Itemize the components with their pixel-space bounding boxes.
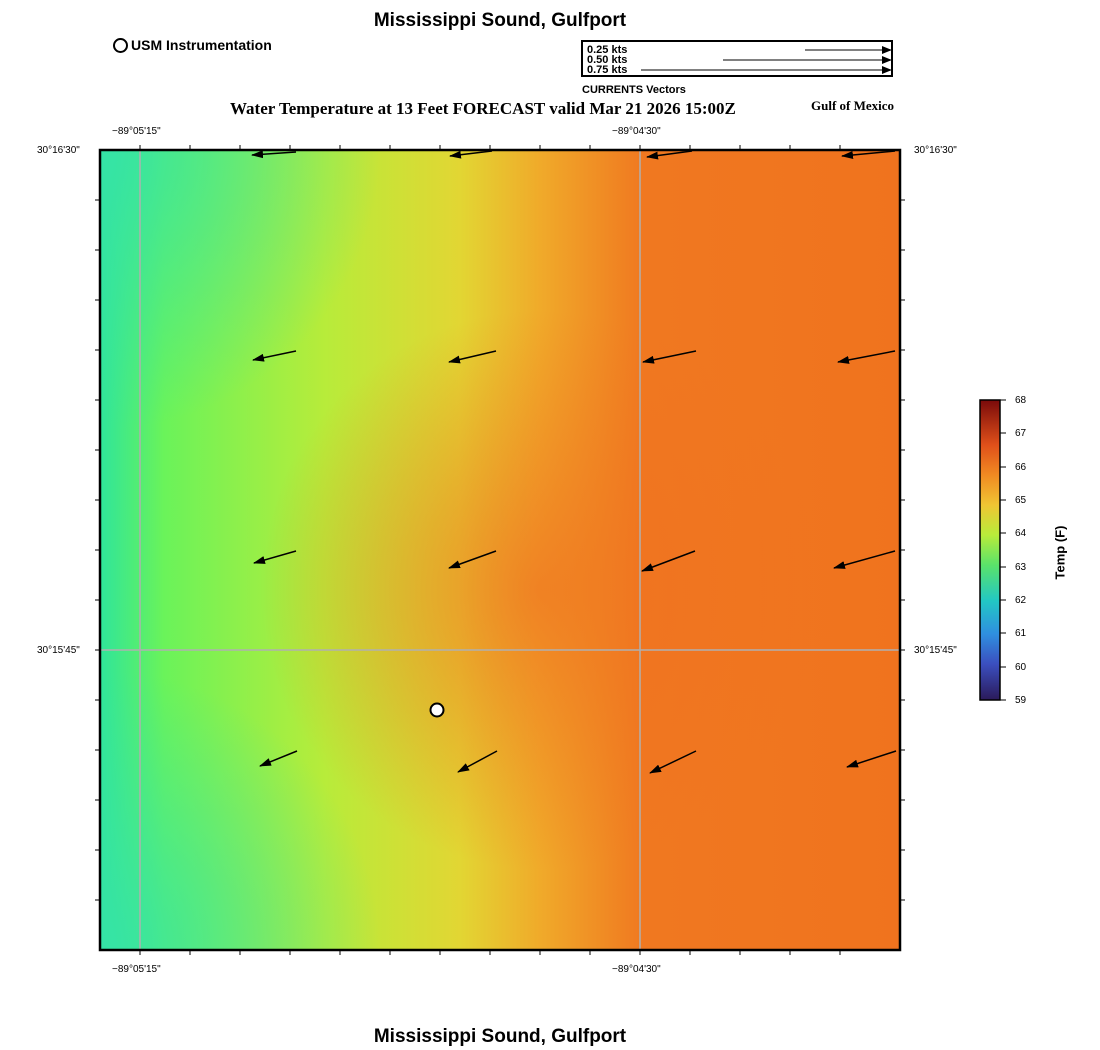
vector-scale-arrows [641,46,891,74]
colorbar-title: Temp (F) [1052,525,1068,580]
frame-ticks [95,145,905,955]
lon-label-bottom-1: −89°05'15" [112,964,161,975]
colorbar-tick-label: 66 [1015,462,1027,473]
lat-label-left-2: 30°15'45" [37,645,80,656]
current-vector [259,750,298,767]
current-vector [449,150,493,159]
current-vector [646,150,693,160]
forecast-subtitle: Water Temperature at 13 Feet FORECAST va… [230,99,736,118]
vector-caption: CURRENTS Vectors [582,84,686,96]
current-vector [841,150,896,159]
lat-label-left-1: 30°16'30" [37,145,80,156]
colorbar-tick-label: 68 [1015,395,1027,406]
colorbar-tick-label: 60 [1015,662,1027,673]
colorbar-tick-label: 64 [1015,528,1027,539]
station-legend-label: USM Instrumentation [131,37,272,53]
colorbar-tick-label: 65 [1015,495,1027,506]
vector-scale-legend: 0.25 kts 0.50 kts 0.75 kts [581,40,893,77]
current-vector [448,550,497,569]
current-vector [846,750,897,768]
colorbar-tick-label: 63 [1015,562,1027,573]
current-vector [642,350,697,364]
lat-label-right-1: 30°16'30" [914,145,957,156]
lon-label-top-2: −89°04'30" [612,126,661,137]
colorbar-ramp [979,399,1001,701]
station-marker-icon [113,37,128,53]
vector-scale-label-3: 0.75 kts [587,64,628,76]
current-vector [448,350,497,364]
current-vector [833,550,896,569]
temperature-field [100,150,900,950]
current-vectors [251,150,897,774]
current-vector [641,550,696,572]
usm-station-marker [429,702,445,718]
current-vector [837,350,896,364]
vector-scale-label-1: 0.25 kts [587,44,628,56]
region-label: Gulf of Mexico [811,98,895,113]
map-title: Mississippi Sound, Gulfport [373,10,627,31]
lat-label-right-2: 30°15'45" [914,645,957,656]
current-vector [253,550,297,564]
colorbar-tick-label: 62 [1015,595,1027,606]
vector-scale-label-2: 0.50 kts [587,54,628,66]
colorbar-tick-label: 59 [1015,695,1027,706]
map-footer-title: Mississippi Sound, Gulfport [373,1026,627,1047]
colorbar-tick-label: 67 [1015,428,1027,439]
lon-label-bottom-2: −89°04'30" [612,964,661,975]
graticule [100,150,900,950]
station-legend: USM Instrumentation [113,37,272,53]
current-vector [251,150,297,159]
current-vector [649,750,697,774]
colorbar [979,399,1006,701]
current-vector [252,350,297,362]
lon-label-top-1: −89°05'15" [112,126,161,137]
current-vector [457,750,498,773]
colorbar-tick-label: 61 [1015,628,1027,639]
